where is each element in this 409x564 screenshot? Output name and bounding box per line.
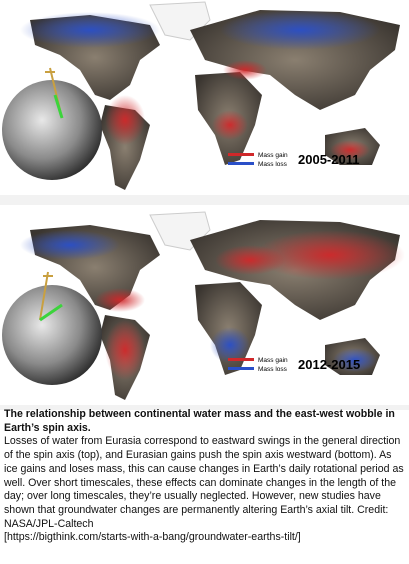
legend-loss: Mass loss <box>258 161 288 168</box>
period: 2012-2015 <box>298 357 360 372</box>
caption-body: Losses of water from Eurasia correspond … <box>4 435 404 530</box>
period: 2005-2011 <box>298 152 359 167</box>
map-panel-bottom: Mass gain Mass loss 2012-2015 <box>0 211 409 410</box>
caption-title: The relationship between continental wat… <box>4 408 395 434</box>
caption: The relationship between continental wat… <box>4 408 405 545</box>
legend-loss: Mass loss <box>258 366 288 373</box>
legend-gain: Mass gain <box>258 357 288 364</box>
map-panel-top: Mass gain Mass loss 2005-2011 <box>0 1 409 205</box>
caption-link[interactable]: [https://bigthink.com/starts-with-a-bang… <box>4 531 301 544</box>
legend-gain: Mass gain <box>258 152 288 159</box>
